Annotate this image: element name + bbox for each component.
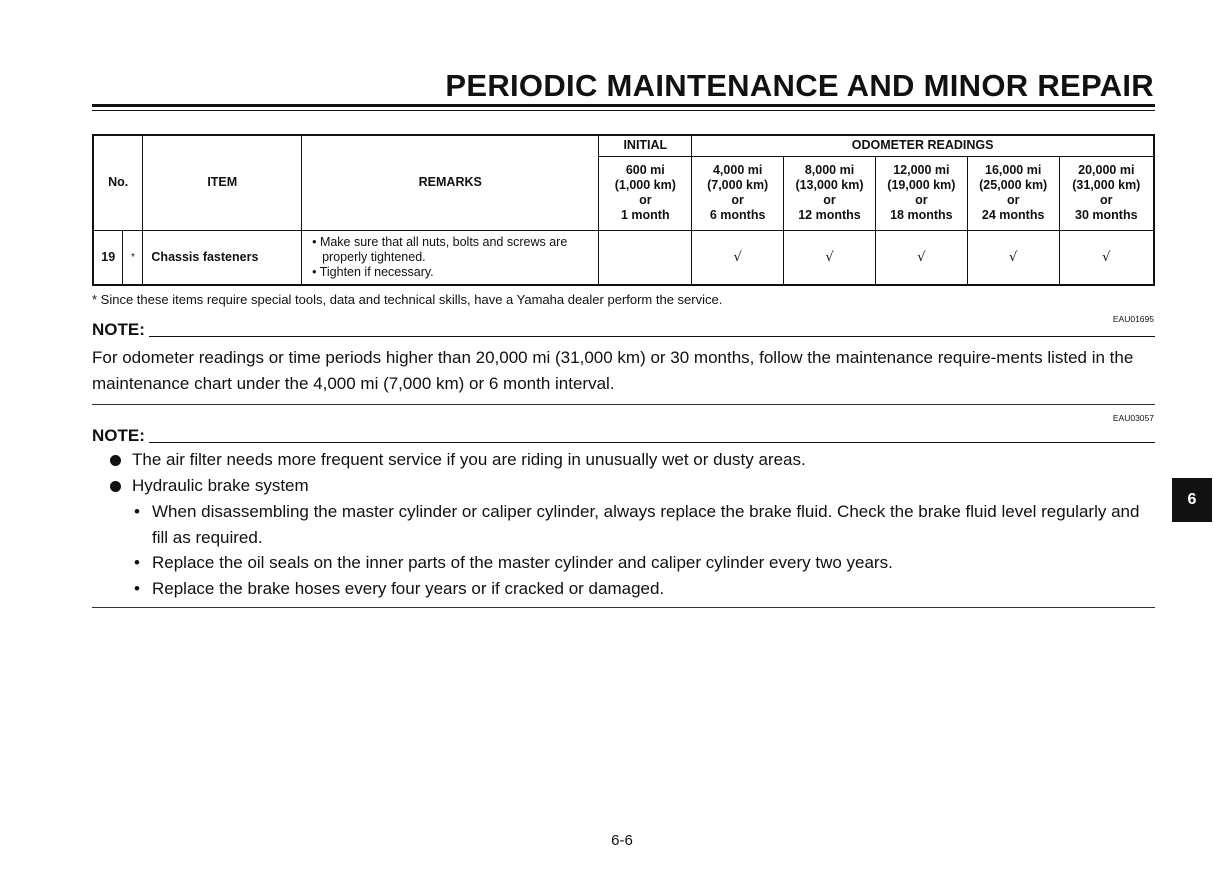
footnote: * Since these items require special tool… [92, 292, 723, 307]
bullet-text: The air filter needs more frequent servi… [132, 450, 806, 469]
page-number: 6-6 [611, 832, 633, 849]
title-rule [92, 104, 1155, 107]
interval-header: 600 mi (1,000 km) or 1 month [598, 155, 693, 231]
interval-or: or [915, 193, 928, 207]
sub-bullet-item: • Replace the oil seals on the inner part… [92, 550, 1155, 576]
header-odometer: ODOMETER READINGS [691, 134, 1155, 157]
section-code: EAU01695 [1112, 314, 1154, 324]
header-initial: INITIAL [598, 134, 693, 157]
interval-mi: 20,000 mi [1078, 163, 1135, 177]
divider [92, 607, 1155, 608]
note-heading: NOTE: [92, 426, 1155, 446]
interval-km: (25,000 km) [979, 178, 1048, 192]
interval-km: (7,000 km) [707, 178, 769, 192]
check-mark-cell: √ [783, 229, 876, 286]
interval-header: 16,000 mi (25,000 km) or 24 months [966, 155, 1060, 231]
header-no: No. [92, 134, 144, 231]
bullet-text: Hydraulic brake system [132, 476, 309, 495]
title-rule-thin [92, 110, 1155, 111]
interval-header: 12,000 mi (19,000 km) or 18 months [874, 155, 968, 231]
note-list: The air filter needs more frequent servi… [92, 447, 1155, 601]
sub-bullet-item: • Replace the brake hoses every four year… [92, 576, 1155, 602]
interval-km: (1,000 km) [614, 178, 676, 192]
header-remarks: REMARKS [301, 134, 600, 231]
page-title: PERIODIC MAINTENANCE AND MINOR REPAIR [445, 68, 1154, 103]
bullet-icon [110, 455, 121, 466]
chapter-tab: 6 [1172, 478, 1212, 522]
interval-header: 20,000 mi (31,000 km) or 30 months [1058, 155, 1155, 231]
interval-or: or [1006, 193, 1020, 207]
interval-or: or [731, 193, 744, 207]
interval-mi: 4,000 mi [712, 163, 763, 177]
interval-mi: 16,000 mi [985, 163, 1042, 177]
interval-time: 24 months [981, 208, 1045, 222]
bullet-icon: • [134, 502, 140, 521]
check-mark-cell [598, 229, 693, 286]
bullet-item: The air filter needs more frequent servi… [92, 447, 1155, 473]
table-row: 19 * Chassis fasteners • Make sure that … [92, 229, 1155, 286]
check-mark-cell: √ [966, 229, 1060, 286]
bullet-text: When disassembling the master cylinder o… [152, 502, 1140, 547]
interval-mi: 12,000 mi [893, 163, 950, 177]
header-item: ITEM [142, 134, 303, 231]
check-mark-cell: √ [874, 229, 968, 286]
interval-time: 30 months [1075, 208, 1138, 222]
interval-mi: 600 mi [625, 163, 665, 177]
interval-or: or [823, 193, 836, 207]
bullet-icon: • [134, 553, 140, 572]
interval-time: 6 months [709, 208, 766, 222]
remark: • Make sure that all nuts, bolts and scr… [312, 234, 568, 264]
bullet-text: Replace the oil seals on the inner parts… [152, 553, 893, 572]
interval-or: or [1100, 193, 1113, 207]
interval-time: 18 months [890, 208, 953, 222]
sub-bullet-item: • When disassembling the master cylinder … [92, 499, 1155, 550]
note-heading: NOTE: [92, 320, 1155, 340]
row-item: Chassis fasteners [142, 229, 303, 286]
interval-km: (19,000 km) [887, 178, 956, 192]
interval-header: 8,000 mi (13,000 km) or 12 months [783, 155, 876, 231]
interval-or: or [639, 193, 652, 207]
section-code: EAU03057 [1112, 413, 1154, 423]
interval-time: 12 months [798, 208, 861, 222]
interval-header: 4,000 mi (7,000 km) or 6 months [691, 155, 785, 231]
row-number: 19 [92, 229, 124, 286]
bullet-text: Replace the brake hoses every four years… [152, 578, 665, 598]
row-remarks: • Make sure that all nuts, bolts and scr… [301, 229, 600, 286]
check-mark-cell: √ [1058, 229, 1155, 286]
interval-mi: 8,000 mi [804, 163, 855, 177]
special-service-mark: * [122, 229, 144, 286]
maintenance-table: No. ITEM REMARKS INITIAL ODOMETER READIN… [92, 134, 1155, 286]
interval-time: 1 month [621, 208, 670, 222]
interval-km: (31,000 km) [1072, 178, 1141, 192]
check-mark-cell: √ [691, 229, 785, 286]
note-text: For odometer readings or time periods hi… [92, 348, 1134, 393]
bullet-icon [110, 481, 121, 492]
bullet-icon: • [134, 578, 140, 598]
divider [92, 404, 1155, 405]
remark: • Tighten if necessary. [312, 264, 434, 279]
interval-km: (13,000 km) [795, 178, 864, 192]
note-label: NOTE: [92, 320, 145, 339]
note-label: NOTE: [92, 426, 145, 445]
bullet-item: Hydraulic brake system [92, 473, 1155, 499]
